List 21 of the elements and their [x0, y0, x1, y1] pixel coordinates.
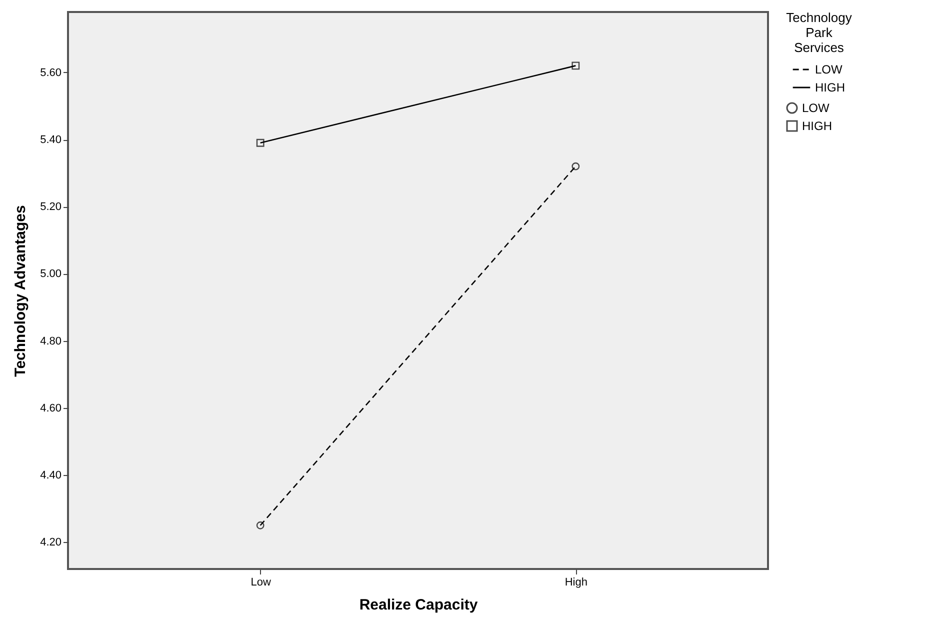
y-tick-label: 5.20 [40, 201, 62, 214]
point [256, 521, 264, 530]
point [572, 62, 580, 70]
y-tick-label: 4.80 [40, 335, 62, 348]
point [572, 162, 580, 170]
y-tick-label: 5.40 [40, 134, 62, 146]
y-tick-label: 5.00 [40, 268, 62, 280]
y-tick-label: 4.20 [40, 536, 62, 549]
legend-title: Technology Park Services [786, 10, 852, 55]
y-tick-label: 5.60 [40, 66, 62, 79]
x-tick-label: Low [250, 576, 271, 588]
legend-label: HIGH [802, 119, 832, 133]
x-tick-label: High [564, 576, 588, 588]
x-axis-title: Realize Capacity [359, 596, 478, 614]
text: LOW [815, 62, 842, 76]
point [256, 138, 264, 147]
text: HIGH [815, 80, 845, 94]
legend-label: LOW [802, 101, 830, 115]
y-tick-label: 4.60 [40, 402, 62, 414]
y-tick-label: 4.40 [40, 470, 62, 482]
y-axis-title: Technology Advantages [12, 205, 30, 377]
